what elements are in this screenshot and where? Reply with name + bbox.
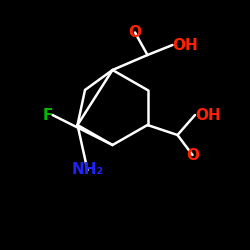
Text: OH: OH bbox=[172, 38, 198, 52]
Text: O: O bbox=[186, 148, 199, 162]
Text: OH: OH bbox=[195, 108, 221, 122]
Text: NH₂: NH₂ bbox=[72, 162, 104, 178]
Text: F: F bbox=[42, 108, 52, 122]
Text: O: O bbox=[128, 25, 141, 40]
